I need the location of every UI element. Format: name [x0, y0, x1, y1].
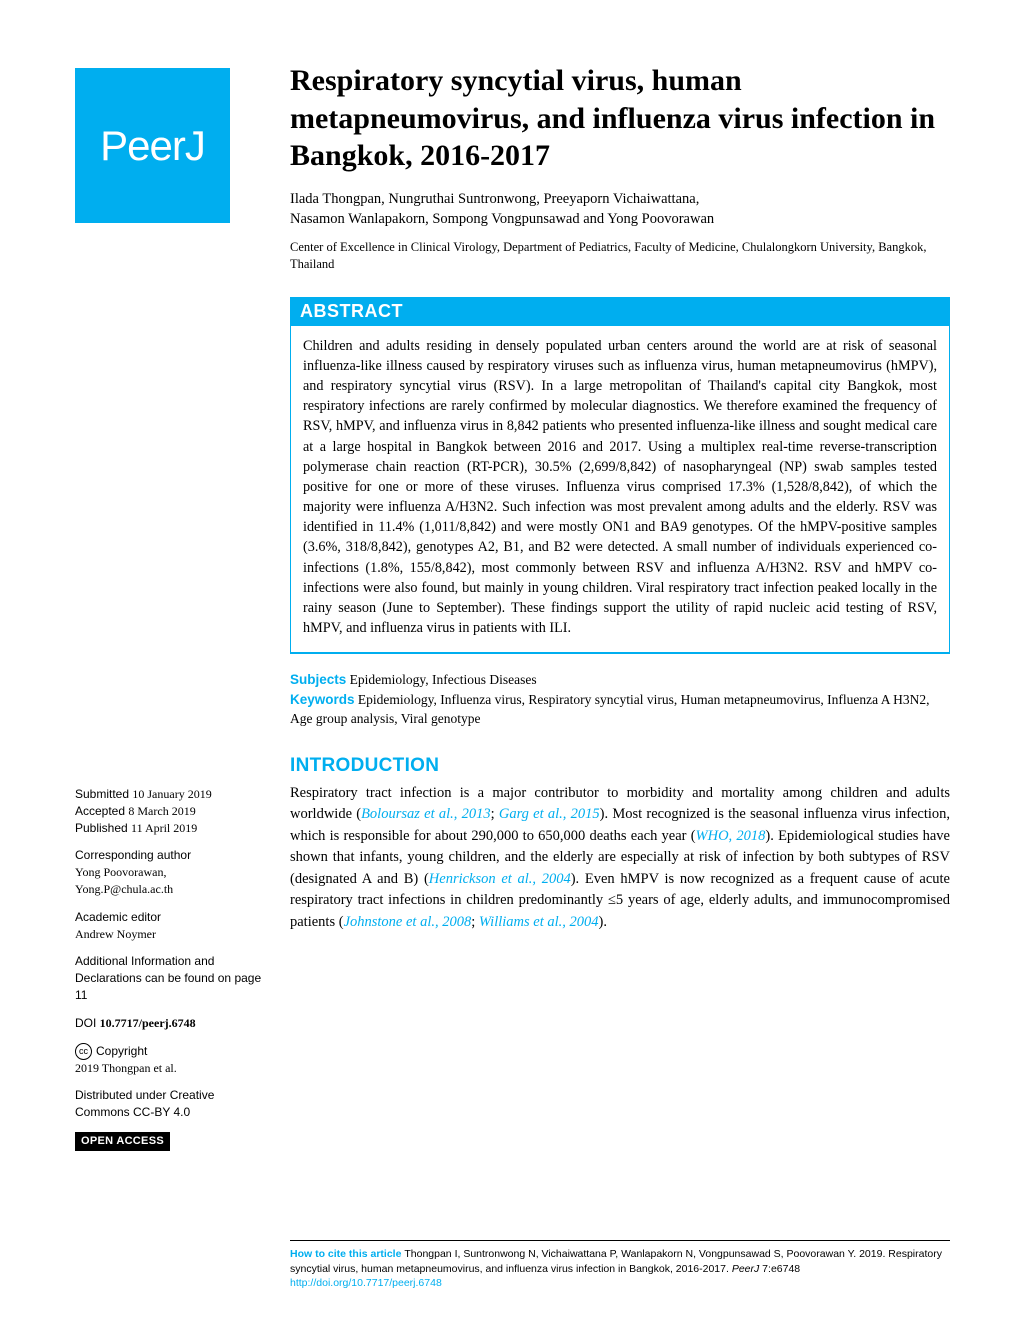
intro-s1: ;	[491, 806, 499, 822]
subjects-keywords: Subjects Epidemiology, Infectious Diseas…	[290, 670, 950, 729]
keywords-label: Keywords	[290, 692, 355, 707]
abstract-text: Children and adults residing in densely …	[290, 326, 950, 654]
introduction-body: Respiratory tract infection is a major c…	[290, 783, 950, 933]
authors-line-2: Nasamon Wanlapakorn, Sompong Vongpunsawa…	[290, 211, 714, 227]
intro-s2: ;	[471, 914, 479, 930]
citation-link[interactable]: WHO, 2018	[696, 828, 766, 844]
cite-lead: How to cite this article	[290, 1248, 404, 1260]
accepted-date: 8 March 2019	[128, 804, 195, 818]
author-list: Ilada Thongpan, Nungruthai Suntronwong, …	[290, 189, 950, 230]
open-access-badge: OPEN ACCESS	[75, 1132, 170, 1151]
keywords-row: Keywords Epidemiology, Influenza virus, …	[290, 690, 950, 729]
keywords-text: Epidemiology, Influenza virus, Respirato…	[290, 692, 930, 727]
citation-link[interactable]: Garg et al., 2015	[499, 806, 600, 822]
dates-block: Submitted 10 January 2019 Accepted 8 Mar…	[75, 786, 270, 836]
cite-vol: 7:e6748	[759, 1263, 800, 1275]
ae-label: Academic editor	[75, 910, 161, 924]
subjects-text: Epidemiology, Infectious Diseases	[346, 672, 536, 687]
citation-footer: How to cite this article Thongpan I, Sun…	[290, 1240, 950, 1290]
subjects-row: Subjects Epidemiology, Infectious Diseas…	[290, 670, 950, 690]
corr-label: Corresponding author	[75, 848, 191, 862]
doi-block: DOI 10.7717/peerj.6748	[75, 1015, 270, 1032]
corr-name: Yong Poovorawan,	[75, 865, 166, 879]
copyright-holder: 2019 Thongpan et al.	[75, 1061, 177, 1075]
affiliation: Center of Excellence in Clinical Virolog…	[290, 239, 950, 273]
doi-value: 10.7717/peerj.6748	[100, 1016, 196, 1030]
doi-link[interactable]: http://doi.org/10.7717/peerj.6748	[290, 1277, 442, 1289]
additional-info: Additional Information and Declarations …	[75, 953, 270, 1003]
copyright-label: Copyright	[96, 1043, 147, 1060]
doi-label: DOI	[75, 1016, 100, 1030]
authors-line-1: Ilada Thongpan, Nungruthai Suntronwong, …	[290, 191, 699, 207]
cite-journal: PeerJ	[732, 1263, 759, 1275]
cc-icon: cc	[75, 1043, 92, 1060]
distribution: Distributed under Creative Commons CC-BY…	[75, 1087, 270, 1121]
submitted-label: Submitted	[75, 787, 132, 801]
published-label: Published	[75, 821, 131, 835]
subjects-label: Subjects	[290, 672, 346, 687]
open-access-row: OPEN ACCESS	[75, 1132, 270, 1151]
citation-link[interactable]: Johnstone et al., 2008	[344, 914, 472, 930]
copyright-block: cc Copyright 2019 Thongpan et al.	[75, 1043, 270, 1077]
published-date: 11 April 2019	[131, 821, 197, 835]
corr-email: Yong.P@chula.ac.th	[75, 882, 173, 896]
corresponding-author-block: Corresponding author Yong Poovorawan, Yo…	[75, 847, 270, 897]
citation-link[interactable]: Williams et al., 2004	[479, 914, 599, 930]
abstract-heading: ABSTRACT	[290, 297, 950, 326]
journal-logo: PeerJ	[75, 68, 230, 223]
journal-name: PeerJ	[100, 122, 205, 170]
submitted-date: 10 January 2019	[132, 787, 211, 801]
ae-name: Andrew Noymer	[75, 927, 156, 941]
abstract-box: ABSTRACT Children and adults residing in…	[290, 297, 950, 654]
main-column: Respiratory syncytial virus, human metap…	[290, 62, 950, 933]
academic-editor-block: Academic editor Andrew Noymer	[75, 909, 270, 943]
article-title: Respiratory syncytial virus, human metap…	[290, 62, 950, 175]
introduction-heading: INTRODUCTION	[290, 755, 950, 777]
citation-link[interactable]: Boloursaz et al., 2013	[361, 806, 491, 822]
intro-t5: ).	[599, 914, 607, 930]
accepted-label: Accepted	[75, 804, 128, 818]
metadata-sidebar: Submitted 10 January 2019 Accepted 8 Mar…	[75, 786, 270, 1162]
citation-link[interactable]: Henrickson et al., 2004	[429, 871, 571, 887]
